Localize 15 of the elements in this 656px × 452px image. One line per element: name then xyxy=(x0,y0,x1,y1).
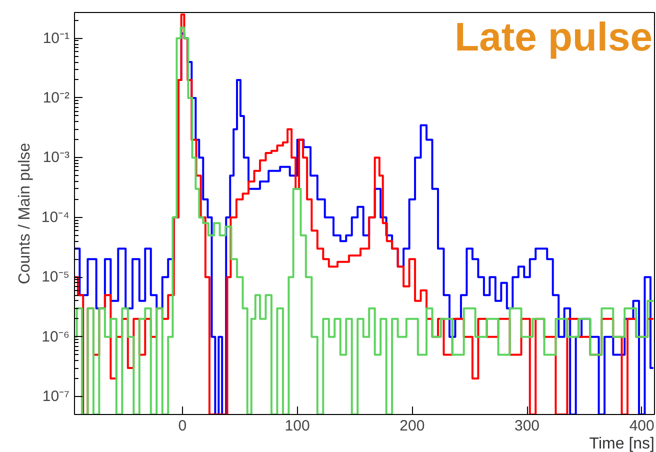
x-tick-label: 300 xyxy=(514,418,540,434)
x-tick-label: 100 xyxy=(284,418,310,434)
y-tick-label: 10⁻⁷ xyxy=(42,388,70,406)
x-tick-label: 200 xyxy=(400,418,425,434)
y-axis-title: Counts / Main pulse xyxy=(16,142,34,284)
y-tick-label: 10⁻² xyxy=(42,89,70,106)
annotation: Late pulse xyxy=(454,16,653,60)
y-tick-label: 10⁻³ xyxy=(42,149,70,166)
x-tick-label: 0 xyxy=(178,418,187,434)
y-tick-label: 10⁻⁴ xyxy=(41,208,70,226)
y-tick-label: 10⁻⁶ xyxy=(42,328,70,346)
y-tick-label: 10⁻¹ xyxy=(42,30,70,47)
x-tick-label: 400 xyxy=(629,418,654,434)
x-axis-title: Time [ns] xyxy=(589,436,655,452)
y-tick-label: 10⁻⁵ xyxy=(42,268,70,286)
